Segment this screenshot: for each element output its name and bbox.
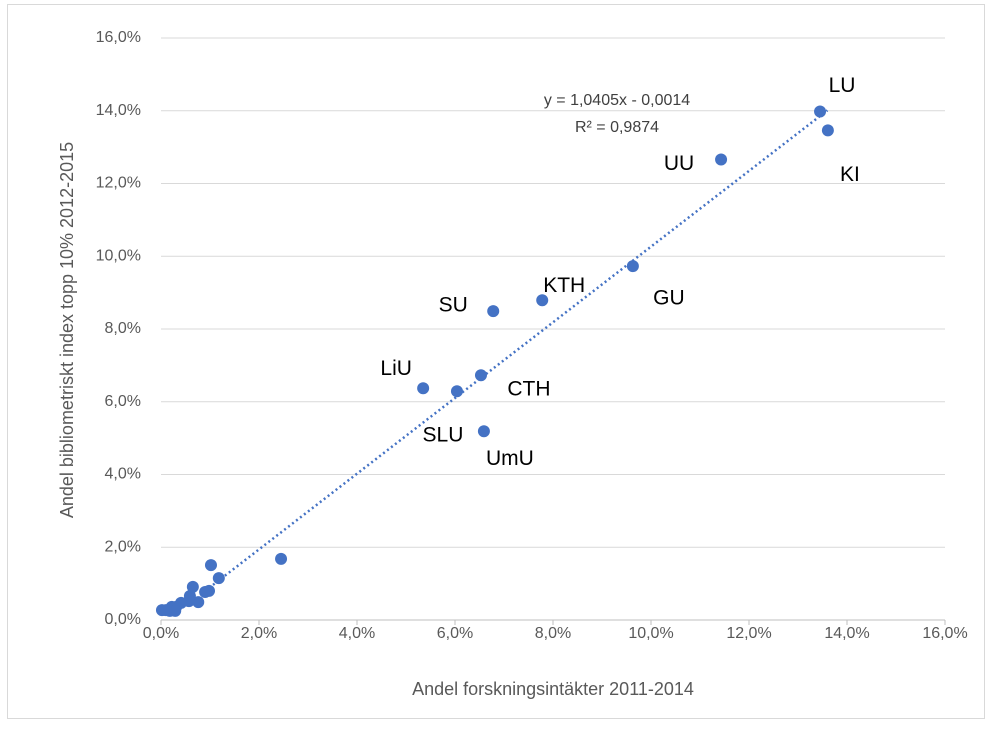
- chart-frame: [7, 4, 985, 719]
- point: [417, 382, 430, 395]
- point-label: UU: [664, 152, 694, 175]
- y-axis-title: Andel bibliometriskt index topp 10% 2012…: [57, 142, 77, 518]
- y-tick-label: 4,0%: [105, 466, 141, 483]
- trendline: [204, 109, 829, 593]
- point: [192, 596, 205, 609]
- point: [169, 604, 182, 617]
- point: [186, 580, 199, 593]
- point: [715, 153, 728, 166]
- point: [474, 369, 487, 382]
- y-tick-label: 14,0%: [96, 102, 141, 119]
- point: [204, 559, 217, 572]
- point: [199, 585, 212, 598]
- x-tick-label: 12,0%: [726, 625, 771, 642]
- x-tick-label: 16,0%: [922, 625, 967, 642]
- x-tick-label: 0,0%: [143, 625, 179, 642]
- point: [450, 385, 463, 398]
- trend-equation: y = 1,0405x - 0,0014: [544, 92, 690, 109]
- y-tick-label: 6,0%: [105, 393, 141, 410]
- x-tick-label: 2,0%: [241, 625, 277, 642]
- point-label: GU: [653, 287, 685, 310]
- point: [212, 572, 225, 585]
- y-tick-label: 8,0%: [105, 320, 141, 337]
- point-label: UmU: [486, 447, 534, 470]
- y-tick-label: 2,0%: [105, 538, 141, 555]
- point-label: KI: [840, 163, 860, 186]
- x-tick-label: 14,0%: [824, 625, 869, 642]
- point: [626, 260, 639, 273]
- x-tick-label: 4,0%: [339, 625, 375, 642]
- point: [487, 305, 500, 318]
- x-tick-label: 8,0%: [535, 625, 571, 642]
- point-label: CTH: [507, 378, 550, 401]
- x-axis-title: Andel forskningsintäkter 2011-2014: [412, 679, 694, 699]
- y-tick-label: 12,0%: [96, 175, 141, 192]
- y-tick-label: 10,0%: [96, 247, 141, 264]
- point-label: LU: [829, 74, 856, 97]
- point: [275, 552, 288, 565]
- point-label: KTH: [543, 274, 585, 297]
- trend-r-squared: R² = 0,9874: [575, 119, 659, 136]
- x-tick-label: 10,0%: [628, 625, 673, 642]
- point: [159, 604, 172, 617]
- x-tick-label: 6,0%: [437, 625, 473, 642]
- y-tick-label: 0,0%: [105, 611, 141, 628]
- point: [183, 589, 196, 602]
- point-label: SLU: [423, 424, 464, 447]
- point: [821, 124, 834, 137]
- point-label: LiU: [380, 357, 412, 380]
- point: [477, 425, 490, 438]
- point: [814, 105, 827, 118]
- y-tick-label: 16,0%: [96, 29, 141, 46]
- point-label: SU: [439, 294, 468, 317]
- point: [536, 294, 549, 307]
